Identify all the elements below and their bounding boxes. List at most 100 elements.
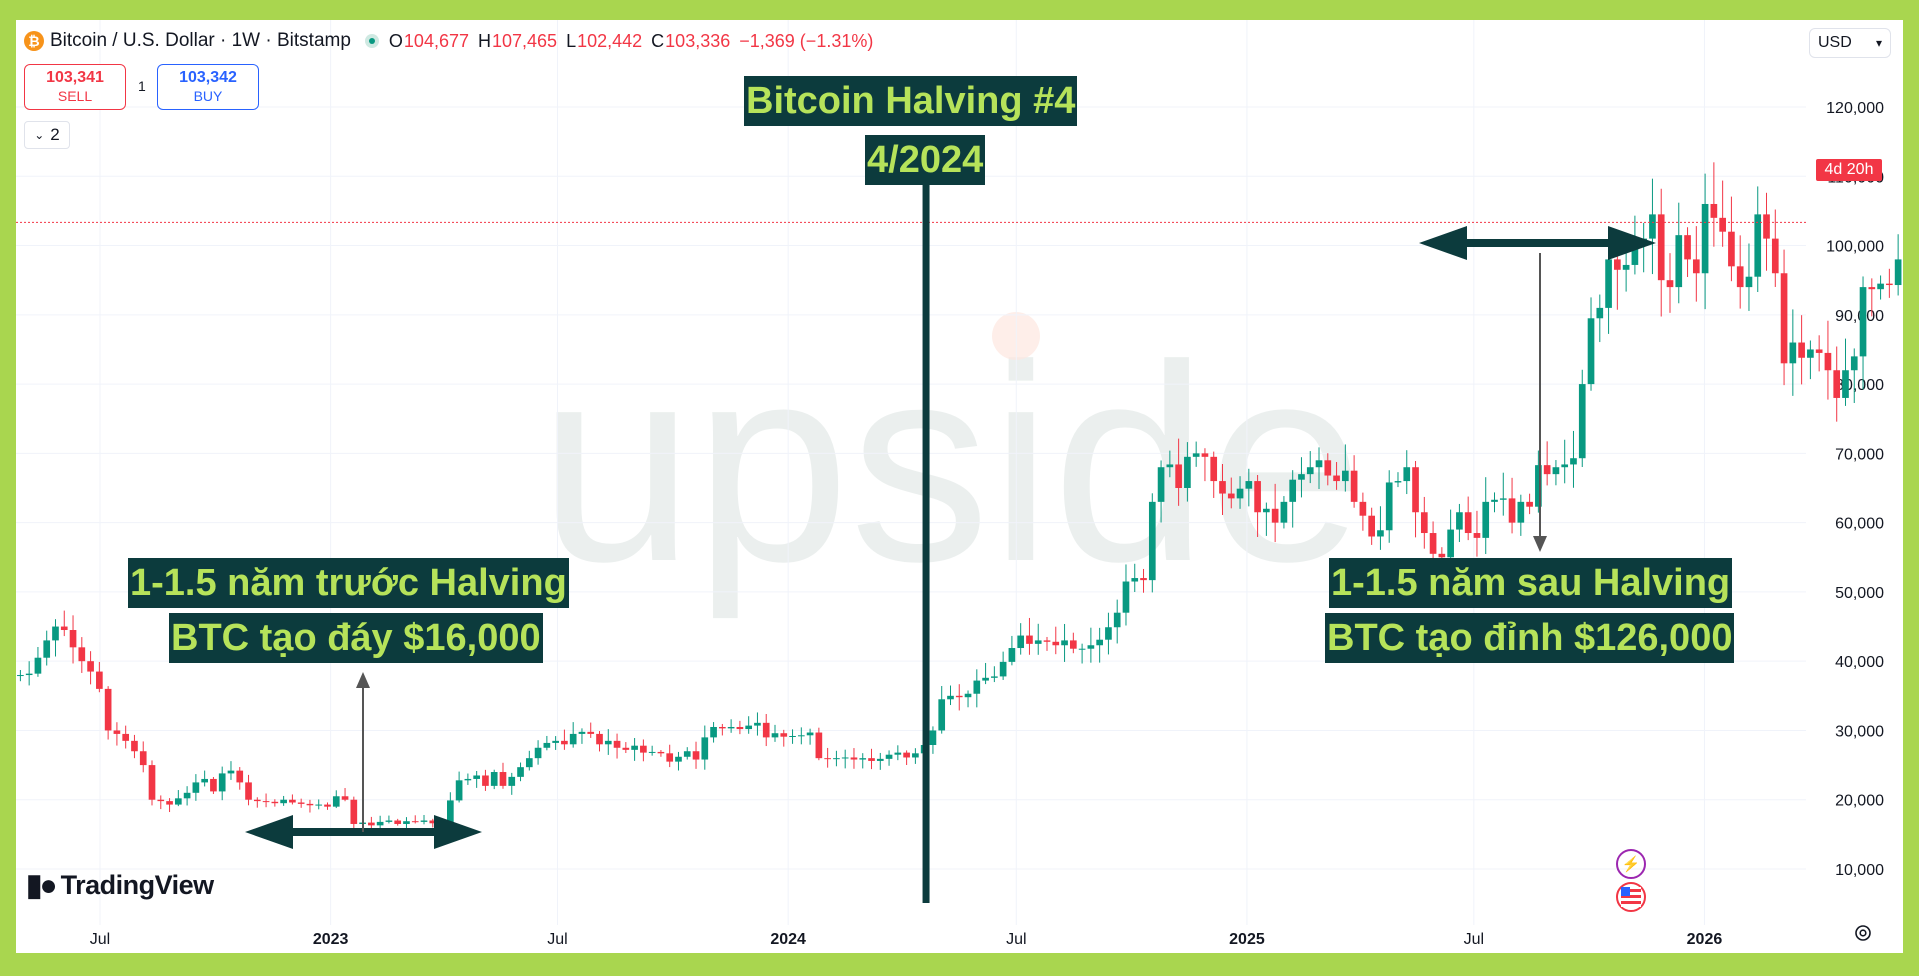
symbol-title[interactable]: Bitcoin / U.S. Dollar · 1W · Bitstamp [50, 30, 351, 51]
candle-body [640, 745, 647, 753]
candle-body [1420, 512, 1428, 534]
candle-body [1649, 214, 1656, 239]
market-status-icon[interactable] [364, 34, 379, 48]
candle-body [324, 804, 331, 807]
indicators-collapse-button[interactable]: ⌄ 2 [24, 121, 70, 149]
candle-body [1587, 318, 1595, 385]
candle-body [1131, 578, 1139, 582]
candle-body [903, 752, 910, 758]
quantity-value[interactable]: 1 [138, 78, 146, 94]
sell-price: 103,341 [46, 69, 104, 86]
candle-body [1771, 238, 1779, 274]
sell-button[interactable]: 103,341 SELL [24, 64, 126, 110]
currency-select[interactable]: USD ▾ [1809, 28, 1891, 58]
candle-body [332, 796, 340, 807]
tradingview-logo[interactable]: ▮● TradingView [26, 868, 214, 903]
low-label: L [566, 30, 577, 51]
candles [17, 162, 1902, 831]
settings-gear-icon[interactable] [1852, 922, 1874, 944]
candle-body [1578, 384, 1586, 459]
candle-body [262, 801, 270, 803]
candle-body [1069, 640, 1077, 649]
y-tick-label: 70,000 [1835, 446, 1884, 463]
candle-body [429, 820, 437, 824]
grid [16, 20, 1806, 925]
candle-body [1403, 467, 1411, 482]
candle-body [762, 722, 770, 738]
before-halving-line1: 1-1.5 năm trước Halving [128, 558, 569, 608]
candle-body [368, 822, 375, 826]
candle-body [1499, 498, 1507, 500]
candle-body [727, 726, 735, 729]
candle-body [1596, 307, 1604, 319]
after-halving-line1: 1-1.5 năm sau Halving [1329, 558, 1733, 608]
candle-body [666, 753, 674, 762]
candle-body [947, 695, 954, 700]
candle-body [411, 821, 419, 823]
high-value: 107,465 [492, 30, 558, 51]
candle-body [1491, 499, 1498, 502]
candle-body [1447, 529, 1454, 558]
candle-body [1017, 635, 1025, 649]
candle-body [1886, 283, 1893, 286]
candle-body [1517, 501, 1525, 523]
candle-body [1631, 245, 1639, 265]
candle-body [771, 733, 779, 738]
candle-body [745, 725, 753, 730]
y-axis: 10,000 20,000 30,000 40,000 50,000 60,000 70,0… [1826, 100, 1884, 879]
candle-body [999, 661, 1007, 677]
bitcoin-icon: ₿ [24, 31, 44, 51]
candle-body [447, 800, 454, 824]
lightning-icon[interactable]: ⚡ [1616, 849, 1646, 879]
candle-body [1850, 356, 1858, 371]
candle-body [534, 747, 542, 759]
price-chart[interactable]: upside Jul 2023 Jul 2024 Jul 2025 Jul 2026 10,0… [16, 20, 1903, 953]
candle-body [1026, 635, 1033, 644]
candle-body [60, 626, 68, 631]
candle-body [192, 782, 200, 793]
candle-body [297, 802, 305, 804]
x-tick-label: 2024 [770, 931, 806, 948]
candle-body [1052, 641, 1060, 646]
y-tick-label: 40,000 [1835, 654, 1884, 671]
bottom-range-arrow-left-head [245, 815, 293, 849]
candle-body [648, 751, 656, 753]
us-flag-icon[interactable] [1616, 882, 1646, 912]
buy-button[interactable]: 103,342 BUY [157, 64, 259, 110]
sell-label: SELL [57, 88, 93, 104]
candle-body [157, 799, 165, 802]
candle-body [499, 772, 507, 786]
candle-body [1096, 639, 1103, 646]
candle-body [657, 751, 665, 754]
candle-body [306, 803, 314, 806]
candle-body [122, 733, 130, 741]
candle-body [508, 776, 516, 786]
symbol-header: ₿ Bitcoin / U.S. Dollar · 1W · Bitstamp … [24, 30, 882, 52]
candle-body [1254, 481, 1261, 513]
candle-body [69, 630, 77, 648]
candle-body [1508, 498, 1516, 523]
before-halving-line2: BTC tạo đáy $16,000 [169, 613, 543, 663]
candle-body [754, 722, 761, 726]
candle-body [1298, 474, 1305, 480]
candle-body [1184, 456, 1191, 488]
candle-body [464, 778, 472, 781]
candle-body [525, 758, 533, 768]
candle-body [183, 792, 191, 799]
candle-body [1780, 273, 1788, 364]
candle-body [1087, 645, 1095, 649]
low-value: 102,442 [577, 30, 643, 51]
candle-body [1526, 501, 1533, 507]
candle-body [1192, 453, 1200, 457]
candle-body [973, 680, 981, 694]
candle-body [1148, 501, 1156, 581]
candle-body [1140, 578, 1147, 581]
tradingview-icon: ▮● [26, 869, 58, 902]
candle-body [43, 640, 51, 658]
candle-body [253, 799, 261, 802]
flag-glyph [1621, 887, 1641, 907]
candle-body [403, 821, 410, 824]
candle-body [1342, 470, 1349, 482]
candle-body [1552, 467, 1560, 475]
y-tick-label: 10,000 [1835, 862, 1884, 879]
